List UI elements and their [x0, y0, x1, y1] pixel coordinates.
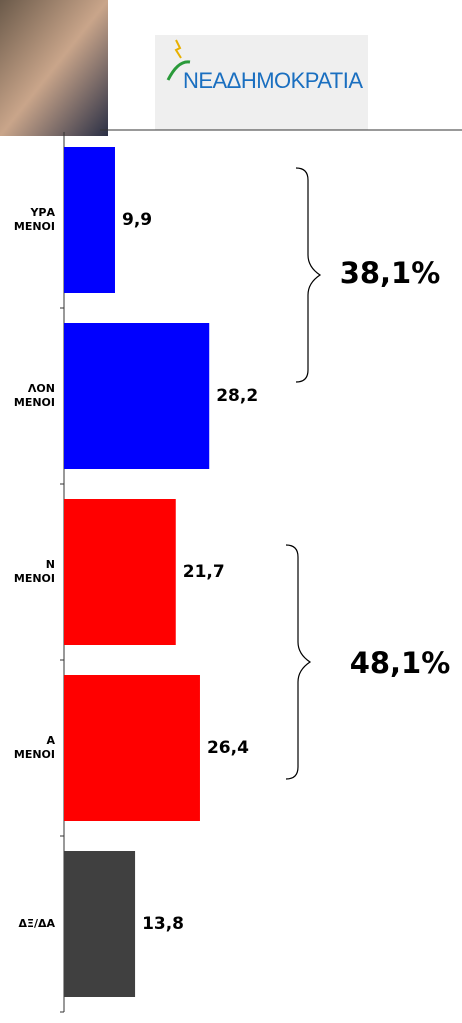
logo-flame	[174, 39, 182, 59]
bar	[64, 675, 200, 821]
value-label: 13,8	[142, 914, 184, 934]
photo	[0, 0, 108, 136]
annotation: 48,1%	[350, 646, 451, 680]
category-label: ΥΡΑ ΜΕΝΟΙ	[13, 206, 55, 233]
logo-box	[155, 35, 368, 130]
category-label: ΛΟΝ ΜΕΝΟΙ	[13, 382, 55, 409]
bracket	[285, 544, 312, 780]
value-label: 28,2	[216, 386, 258, 406]
value-label: 9,9	[122, 210, 152, 230]
bar	[64, 147, 115, 293]
category-label: ΔΞ/ΔΑ	[18, 917, 55, 930]
category-label: Ν ΜΕΝΟΙ	[13, 558, 55, 585]
bracket	[295, 167, 322, 383]
value-label: 26,4	[207, 738, 249, 758]
category-label: Α ΜΕΝΟΙ	[13, 734, 55, 761]
bar	[64, 323, 210, 469]
bar	[64, 851, 136, 997]
annotation: 38,1%	[340, 256, 441, 290]
bar	[64, 499, 176, 645]
value-label: 21,7	[183, 562, 225, 582]
logo-text: ΝΕΑΔΗΜΟΚΡΑΤΙΑ	[183, 68, 363, 93]
logo-swoosh	[166, 60, 191, 81]
